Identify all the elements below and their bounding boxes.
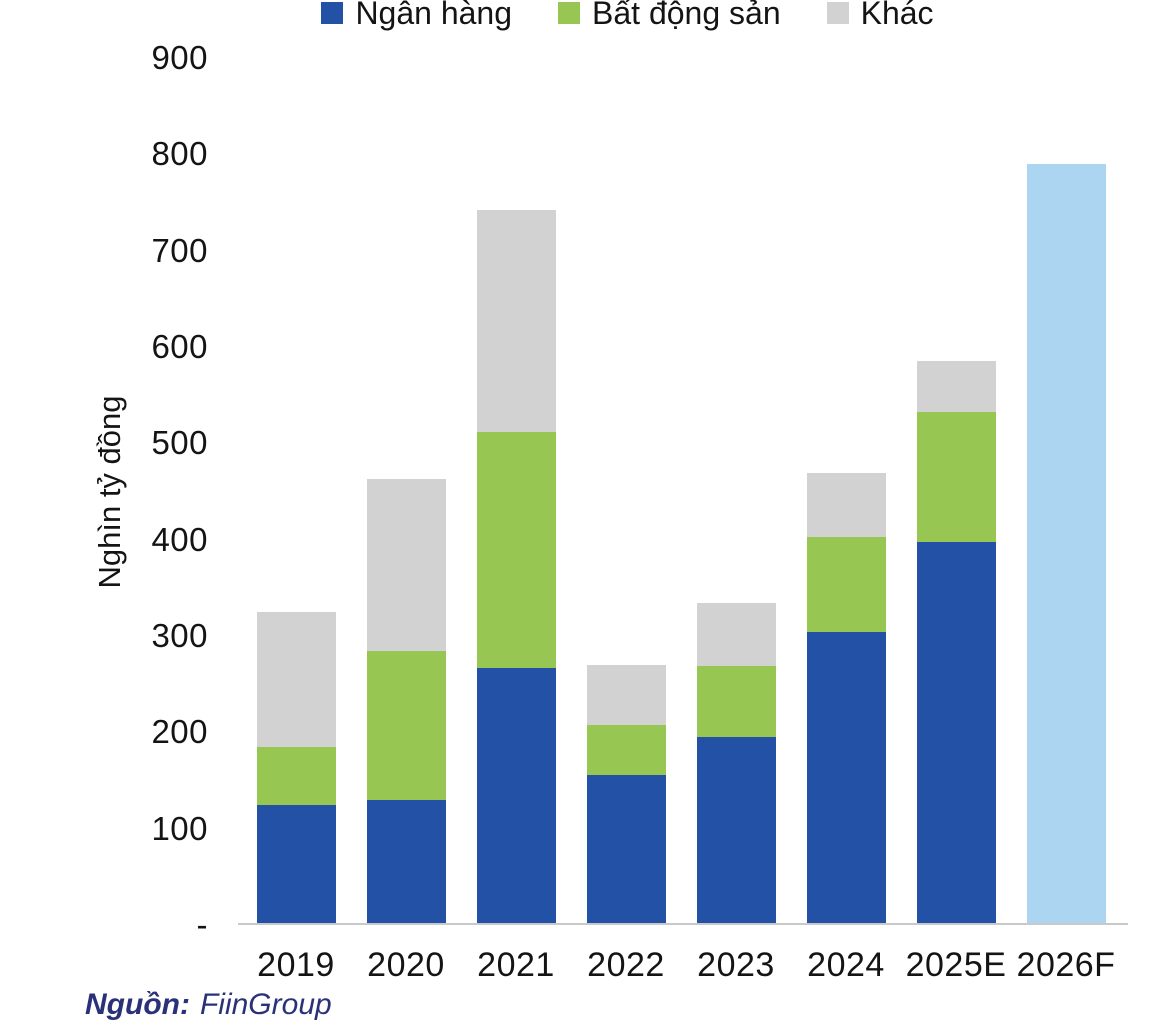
x-axis-label: 2021 xyxy=(477,946,555,984)
bar-segment xyxy=(476,210,556,432)
legend-swatch-bank-icon xyxy=(321,2,344,24)
y-axis-tick-label: - xyxy=(196,906,208,943)
bar-segment xyxy=(696,737,776,925)
legend-label-real-estate: Bất động sản xyxy=(592,0,781,31)
bar-segment xyxy=(256,611,336,747)
bar-segment xyxy=(476,431,556,668)
bar-segment xyxy=(586,724,666,775)
legend-swatch-other-icon xyxy=(826,2,849,24)
x-axis-label: 2025E xyxy=(905,946,1007,984)
legend-item-ngan-hang: Ngân hàng xyxy=(321,0,512,33)
y-axis-tick-label: 400 xyxy=(151,520,208,558)
x-axis-label: 2022 xyxy=(587,946,665,984)
bar-segment xyxy=(696,603,776,666)
bar-segment xyxy=(256,746,336,805)
bar-segment xyxy=(586,664,666,725)
source-label: Nguồn: xyxy=(85,988,190,1021)
x-axis-label: 2026F xyxy=(1016,946,1116,984)
bar-segment xyxy=(256,804,336,925)
bar-segment xyxy=(696,665,776,738)
y-axis-tick-label: 700 xyxy=(151,231,208,269)
x-axis-label: 2020 xyxy=(367,946,445,984)
bar-segment xyxy=(366,479,446,651)
bar-segment xyxy=(806,536,886,633)
chart-legend: Ngân hàng Bất động sản Khác xyxy=(96,0,1159,33)
x-axis-label: 2023 xyxy=(697,946,775,984)
source-value: FiinGroup xyxy=(199,988,332,1021)
legend-label-bank: Ngân hàng xyxy=(355,0,513,31)
x-axis-line xyxy=(238,923,1128,925)
legend-label-other: Khác xyxy=(860,0,934,31)
forecast-bar xyxy=(1026,164,1106,925)
bar-segment xyxy=(806,632,886,925)
y-axis-tick-label: 300 xyxy=(151,617,208,654)
x-axis-label: 2024 xyxy=(807,946,885,984)
legend-item-bat-dong-san: Bất động sản xyxy=(558,0,781,33)
y-axis-tick-label: 600 xyxy=(151,328,208,365)
y-axis-tick-label: 500 xyxy=(151,424,208,462)
legend-item-khac: Khác xyxy=(826,0,934,33)
bar-segment xyxy=(366,799,446,925)
bar-segment xyxy=(366,650,446,800)
x-axis-label: 2019 xyxy=(257,946,335,984)
legend-swatch-real-estate-icon xyxy=(558,2,581,24)
bar-segment xyxy=(586,774,666,925)
bar-segment xyxy=(916,541,996,925)
source-note: Nguồn: FiinGroup xyxy=(85,988,332,1022)
y-axis-tick-label: 100 xyxy=(151,809,208,847)
y-axis-tick-label: 800 xyxy=(151,135,208,173)
y-axis-tick-label: 200 xyxy=(151,713,208,751)
bar-segment xyxy=(806,473,886,537)
bar-segment xyxy=(916,360,996,412)
bar-segment xyxy=(476,667,556,925)
bar-segment xyxy=(916,411,996,542)
y-axis-tick-label: 900 xyxy=(151,39,208,76)
